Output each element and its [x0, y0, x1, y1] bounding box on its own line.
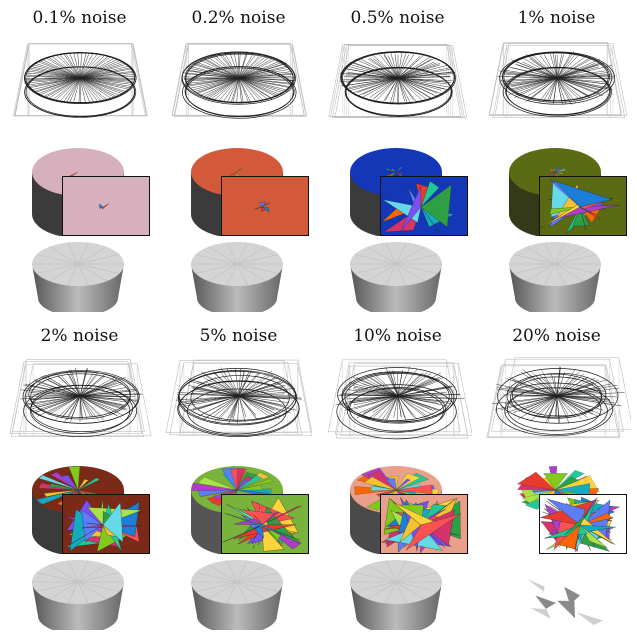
wireframe-view	[165, 359, 313, 437]
panel-noise-2: 2% noise	[0, 318, 159, 636]
panel-noise-5: 5% noise	[159, 318, 318, 636]
zoom-inset	[62, 494, 150, 554]
panel-noise-20: 20% noise	[477, 318, 636, 636]
gray-reconstruction	[509, 242, 601, 312]
zoom-inset	[221, 494, 309, 554]
panel-label: 5% noise	[199, 326, 278, 346]
wireframe-view	[328, 359, 472, 440]
panel-noise-1: 1% noise	[477, 0, 636, 318]
zoom-inset	[380, 494, 468, 554]
panel-label: 20% noise	[512, 326, 601, 346]
gray-reconstruction	[350, 242, 442, 312]
zoom-inset	[539, 176, 627, 236]
gray-reconstruction	[527, 579, 603, 626]
gray-reconstruction	[32, 242, 124, 312]
gray-reconstruction	[191, 242, 283, 312]
gray-reconstruction	[191, 560, 283, 630]
wireframe-view	[328, 44, 468, 118]
zoom-inset	[539, 494, 627, 554]
panel-label: 0.5% noise	[350, 8, 445, 28]
zoom-inset	[380, 176, 468, 236]
wireframe-view	[171, 42, 308, 119]
panel-noise-0-5: 0.5% noise	[318, 0, 477, 318]
zoom-inset	[221, 176, 309, 236]
panel-noise-0-1: 0.1% noise	[0, 0, 159, 318]
panel-label: 10% noise	[353, 326, 442, 346]
wireframe-view	[486, 357, 631, 439]
panel-noise-10: 10% noise	[318, 318, 477, 636]
panel-label: 0.2% noise	[191, 8, 286, 28]
panel-noise-0-2: 0.2% noise	[159, 0, 318, 318]
panel-label: 0.1% noise	[32, 8, 127, 28]
wireframe-view	[13, 43, 148, 118]
panel-label: 1% noise	[517, 8, 596, 28]
wireframe-view	[488, 42, 628, 118]
gray-reconstruction	[350, 560, 442, 630]
wireframe-view	[9, 359, 152, 438]
gray-reconstruction	[32, 560, 124, 630]
zoom-inset	[62, 176, 150, 236]
panel-label: 2% noise	[40, 326, 119, 346]
